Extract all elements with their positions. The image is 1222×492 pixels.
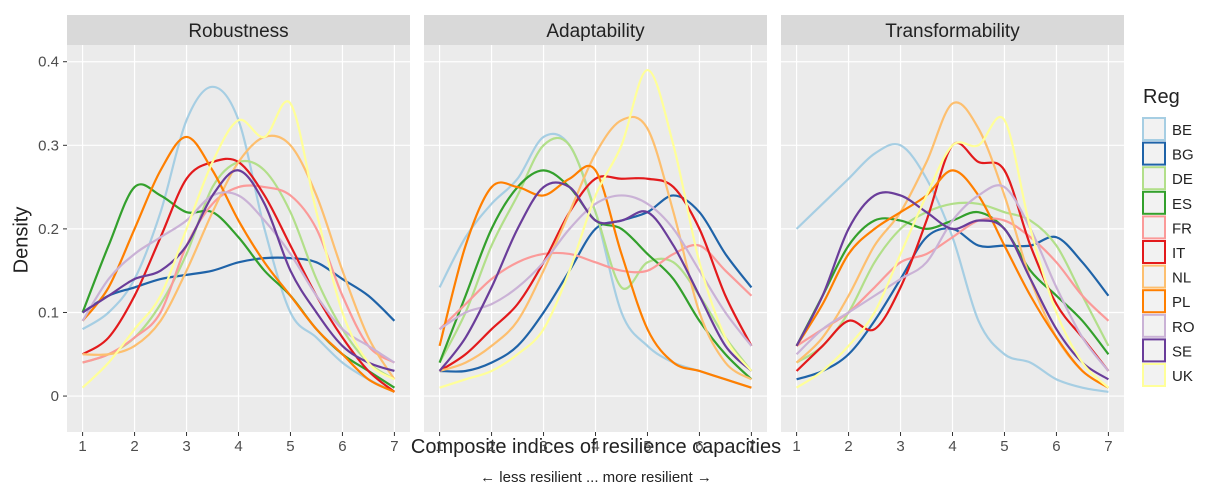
x-tick-label: 3 [896,438,904,455]
strip [67,15,410,45]
legend-label: SE [1172,343,1192,360]
strip [424,15,767,45]
legend-title: Reg [1143,86,1180,108]
panel-title: Transformability [885,21,1020,42]
legend-label: RO [1172,319,1195,336]
legend-label: PL [1172,294,1190,311]
x-tick-label: 7 [747,438,755,455]
x-axis-label: Composite indices of resilience capaciti… [411,436,781,458]
x-tick-label: 5 [1000,438,1008,455]
x-tick-label: 4 [948,438,956,455]
x-tick-label: 2 [844,438,852,455]
density-line [438,181,753,372]
legend-key [1142,289,1166,314]
y-tick-label: 0.2 [38,221,59,238]
density-line [438,194,753,347]
panel-title: Robustness [188,21,288,42]
density-line [439,115,753,381]
x-tick-label: 6 [338,438,346,455]
x-tick-label: 3 [182,438,190,455]
legend-key [1142,264,1166,289]
x-tick-label: 1 [435,438,443,455]
legend-label: BG [1172,147,1194,164]
y-tick-label: 0.4 [38,54,59,71]
y-tick-label: 0.1 [38,304,59,321]
density-line [81,100,396,389]
density-line [438,243,753,330]
legend-key [1142,166,1166,191]
density-line [81,169,395,373]
legend-key [1142,117,1166,141]
panel-title: Adaptability [546,21,645,42]
x-tick-label: 2 [130,438,138,455]
x-tick-label: 2 [487,438,495,455]
x-tick-label: 7 [390,438,398,455]
legend-key [1142,190,1166,215]
legend-key [1142,240,1166,264]
density-line [795,116,1110,389]
density-line [82,184,396,364]
x-tick-label: 6 [695,438,703,455]
x-tick-label: 4 [591,438,599,455]
strip [781,15,1124,45]
legend-label: FR [1172,220,1192,237]
legend-label: UK [1172,368,1193,385]
y-tick-label: 0 [51,388,59,405]
density-line [81,135,395,393]
y-tick-label: 0.3 [38,137,59,154]
x-tick-label: 4 [234,438,242,455]
density-line [795,184,1110,372]
x-tick-label: 5 [643,438,651,455]
x-tick-label: 5 [286,438,294,455]
density-line [82,134,396,380]
density-line [439,68,753,389]
legend-label: DE [1172,171,1193,188]
legend-key [1142,338,1166,363]
density-line [81,191,396,364]
legend-key [1142,141,1166,166]
density-line [81,256,396,322]
legend-label: NL [1172,270,1191,287]
legend-label: BE [1172,122,1192,139]
density-line [438,164,752,389]
legend-label: IT [1172,245,1185,262]
legend-key [1142,313,1166,338]
legend-label: ES [1172,196,1192,213]
density-line [438,175,753,372]
legend-key [1142,363,1166,387]
density-line [795,169,1110,389]
x-tick-label: 1 [792,438,800,455]
x-tick-label: 6 [1052,438,1060,455]
y-axis-label: Density [10,207,32,274]
x-tick-label: 1 [78,438,86,455]
x-axis-note: ← less resilient ... more resilient → [480,469,712,486]
density-line [795,191,1110,381]
density-line [439,194,753,373]
legend-key [1142,215,1166,240]
x-tick-label: 3 [539,438,547,455]
x-tick-label: 7 [1104,438,1112,455]
